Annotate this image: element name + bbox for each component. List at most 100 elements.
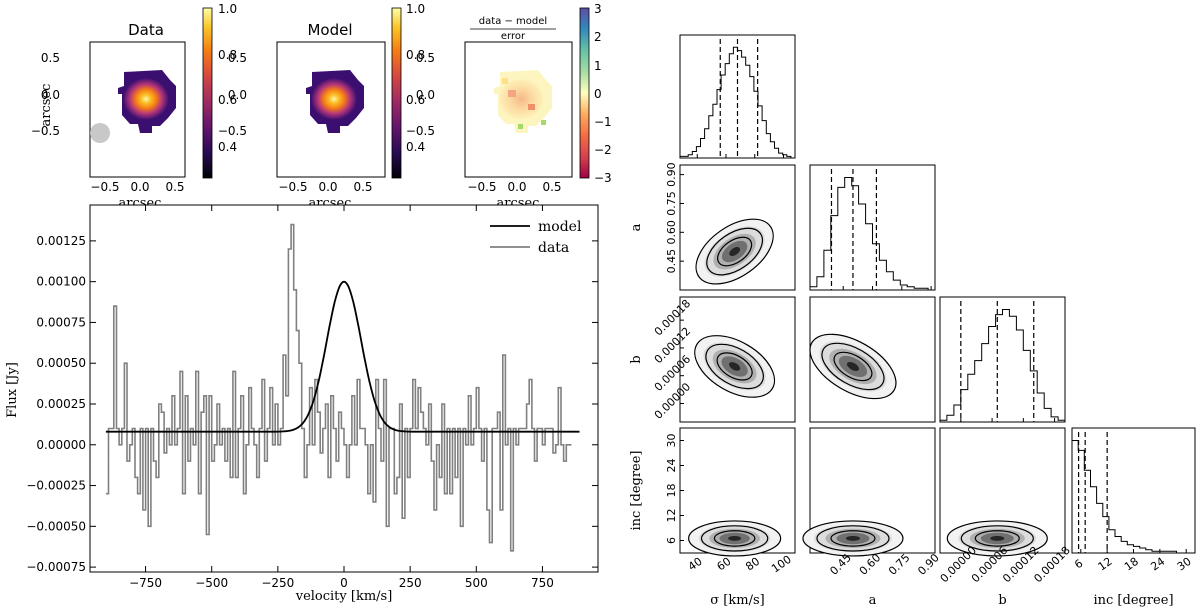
corner-contours	[694, 335, 776, 398]
source-image-model	[306, 70, 364, 133]
corner-ytick-label: 0.75	[665, 191, 678, 216]
map-panel-residual: data − model error 0.5 0.0 −0.5 −0.5 0.0…	[406, 2, 612, 211]
map-xtick-label: −0.5	[467, 180, 496, 194]
corner-ytick-label: 24	[665, 459, 678, 473]
contour-line	[830, 530, 876, 547]
map-ytick-label: 0.0	[228, 88, 247, 102]
spectrum-ytick-label: 0.00050	[36, 356, 86, 370]
corner-ytick-label: 0.60	[665, 220, 678, 245]
corner-ytick-label: 0.45	[665, 249, 678, 274]
spectrum-ytick-label: 0.00025	[36, 397, 86, 411]
map-panel-data: Data 0.5 0.0 −0.5 −0.5 0.0 0.5 arcsec ar…	[31, 2, 237, 211]
corner-hist-frame	[939, 296, 1066, 423]
spectrum-ytick-label: −0.00025	[26, 479, 86, 493]
corner-xtick-label: 40	[686, 555, 705, 574]
spectrum-xtick-label: −500	[195, 576, 228, 590]
corner-ytick-label: 12	[665, 509, 678, 523]
corner-xtick-label: 0.90	[915, 551, 942, 578]
spectrum-xtick-label: 0	[340, 576, 348, 590]
map-ytick-label: −0.5	[31, 124, 60, 138]
spectrum-axes: −750 −500 −250 0 250 500 750 −0.00075 −0.00050 −0…	[26, 205, 598, 590]
density-shade	[845, 535, 860, 541]
colorbar-data	[202, 7, 213, 179]
corner-xtick-label: 60	[715, 555, 734, 574]
spectrum-xtick-label: 500	[465, 576, 488, 590]
spectrum-ytick-label: −0.00075	[26, 560, 86, 574]
contour-line	[700, 525, 769, 552]
contour-line	[713, 530, 756, 547]
spectrum-xtick-label: −750	[129, 576, 162, 590]
corner-xlabel: a	[869, 593, 877, 608]
contour-line	[816, 525, 890, 552]
spectrum-ytick-label: −0.00050	[26, 519, 86, 533]
map-ytick-label: 0.5	[416, 51, 435, 65]
corner-xtick-label: 30	[1175, 555, 1194, 574]
corner-ylabel: a	[629, 223, 644, 231]
spectrum-ytick-label: 0.00100	[36, 275, 86, 289]
colorbar-tick-label: 3	[594, 2, 602, 16]
corner-ytick-label: 30	[665, 434, 678, 448]
colorbar-tick-label: 0.4	[406, 140, 425, 154]
corner-xtick-label: 18	[1122, 555, 1141, 574]
corner-contours	[946, 520, 1048, 557]
map-ytick-label: −0.5	[406, 124, 435, 138]
colorbar-tick-label: −1	[594, 115, 612, 129]
contour-line	[821, 342, 885, 391]
corner-contours	[809, 333, 897, 400]
colorbar-tick-label: 0.6	[406, 93, 425, 107]
model-line	[105, 280, 580, 433]
map-ytick-label: 0.5	[41, 51, 60, 65]
corner-contours	[802, 520, 904, 557]
map-xtick-label: 0.0	[318, 180, 337, 194]
contour-line	[694, 335, 776, 398]
corner-xlabel: b	[998, 593, 1006, 608]
corner-xtick-label: 24	[1148, 555, 1167, 574]
corner-contours	[688, 520, 782, 557]
colorbar-residual	[579, 7, 590, 179]
corner-hist-frame	[1071, 427, 1196, 554]
contour-line	[706, 227, 763, 276]
beam-ellipse	[90, 123, 110, 143]
colorbar-model	[391, 7, 402, 179]
corner-ylabel: inc [degree]	[629, 450, 644, 530]
colorbar-ticks: 3 2 1 0 −1 −2 −3	[594, 2, 612, 185]
colorbar-tick-label: 1.0	[406, 2, 425, 16]
map-ytick-label: 0.0	[416, 88, 435, 102]
spectrum-xtick-label: 250	[399, 576, 422, 590]
contour-line	[688, 520, 782, 557]
contour-line	[960, 525, 1034, 552]
corner-xtick-label: 100	[769, 553, 794, 576]
colorbar-ticks: 1.0 0.8 0.6 0.4	[218, 2, 237, 154]
density-shade	[729, 362, 741, 371]
corner-xtick-label: 80	[743, 555, 762, 574]
corner-ytick-label: 18	[665, 484, 678, 498]
corner-histogram-3	[1071, 440, 1195, 554]
corner-xlabel: σ [km/s]	[710, 593, 764, 608]
legend-data-label: data	[538, 240, 569, 256]
map-ytick-label: 0.5	[228, 51, 247, 65]
density-shade	[846, 361, 859, 371]
map-ytick-label: 0.0	[41, 88, 60, 102]
colorbar-tick-label: 0.4	[218, 140, 237, 154]
colorbar-tick-label: 0.6	[218, 93, 237, 107]
map-xtick-label: 0.5	[542, 180, 561, 194]
spectrum-ytick-label: 0.00125	[36, 234, 86, 248]
corner-xtick-label: 6	[1072, 557, 1085, 572]
data-step-line	[105, 223, 572, 552]
spectrum-xtick-label: −250	[261, 576, 294, 590]
corner-plot: 0.450.600.750.90a0.000000.000060.000120.…	[629, 34, 1196, 608]
colorbar-tick-label: 1	[594, 59, 602, 73]
legend-model-label: model	[538, 219, 582, 235]
contour-line	[946, 520, 1048, 557]
residual-title-numerator: data − model	[479, 16, 547, 27]
colorbar-tick-label: −2	[594, 143, 612, 157]
contour-line	[809, 333, 897, 400]
corner-contours	[695, 218, 774, 285]
map-xtick-label: −0.5	[278, 180, 307, 194]
spectrum-legend: model data	[490, 219, 582, 256]
spectrum-xlabel: velocity [km/s]	[295, 589, 393, 604]
residual-title-denominator: error	[501, 31, 526, 42]
contour-line	[802, 520, 904, 557]
corner-ytick-label: 6	[665, 537, 678, 544]
